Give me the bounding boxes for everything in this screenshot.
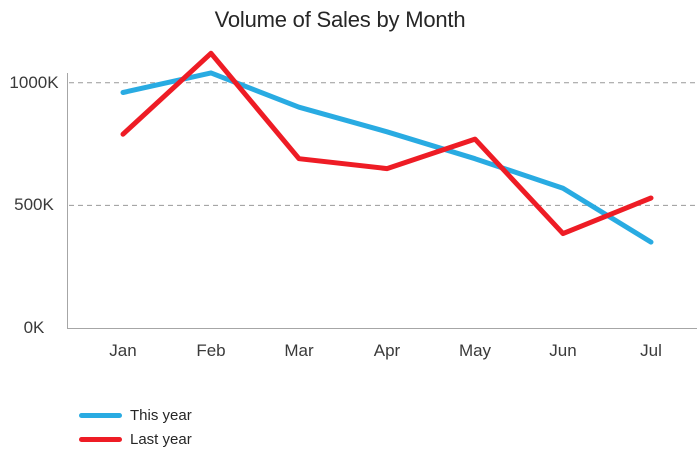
- x-tick-label-mar: Mar: [284, 341, 314, 360]
- legend-label-last-year: Last year: [130, 430, 192, 448]
- series-line-last-year: [120, 50, 654, 237]
- x-tick-label-jan: Jan: [109, 341, 137, 360]
- legend-label-this-year: This year: [130, 406, 192, 424]
- legend-item-last-year: Last year: [79, 427, 192, 451]
- legend: This year Last year: [79, 403, 192, 451]
- last-year-line-swatch: [79, 436, 122, 442]
- y-tick-label-500K: 500K: [14, 195, 54, 215]
- x-tick-label-may: May: [458, 341, 492, 360]
- y-tick-label-1000K: 1000K: [9, 72, 59, 92]
- x-tick-label-jul: Jul: [640, 341, 662, 360]
- chart-title: Volume of Sales by Month: [214, 7, 466, 32]
- x-tick-label-feb: Feb: [196, 341, 226, 360]
- series-line-this-year: [120, 70, 654, 245]
- legend-item-this-year: This year: [79, 403, 192, 427]
- x-tick-label-apr: Apr: [373, 341, 401, 360]
- y-tick-label-0K: 0K: [23, 318, 45, 337]
- plot-area: [67, 50, 697, 329]
- x-tick-label-jun: Jun: [549, 341, 577, 360]
- this-year-line-swatch: [79, 412, 122, 418]
